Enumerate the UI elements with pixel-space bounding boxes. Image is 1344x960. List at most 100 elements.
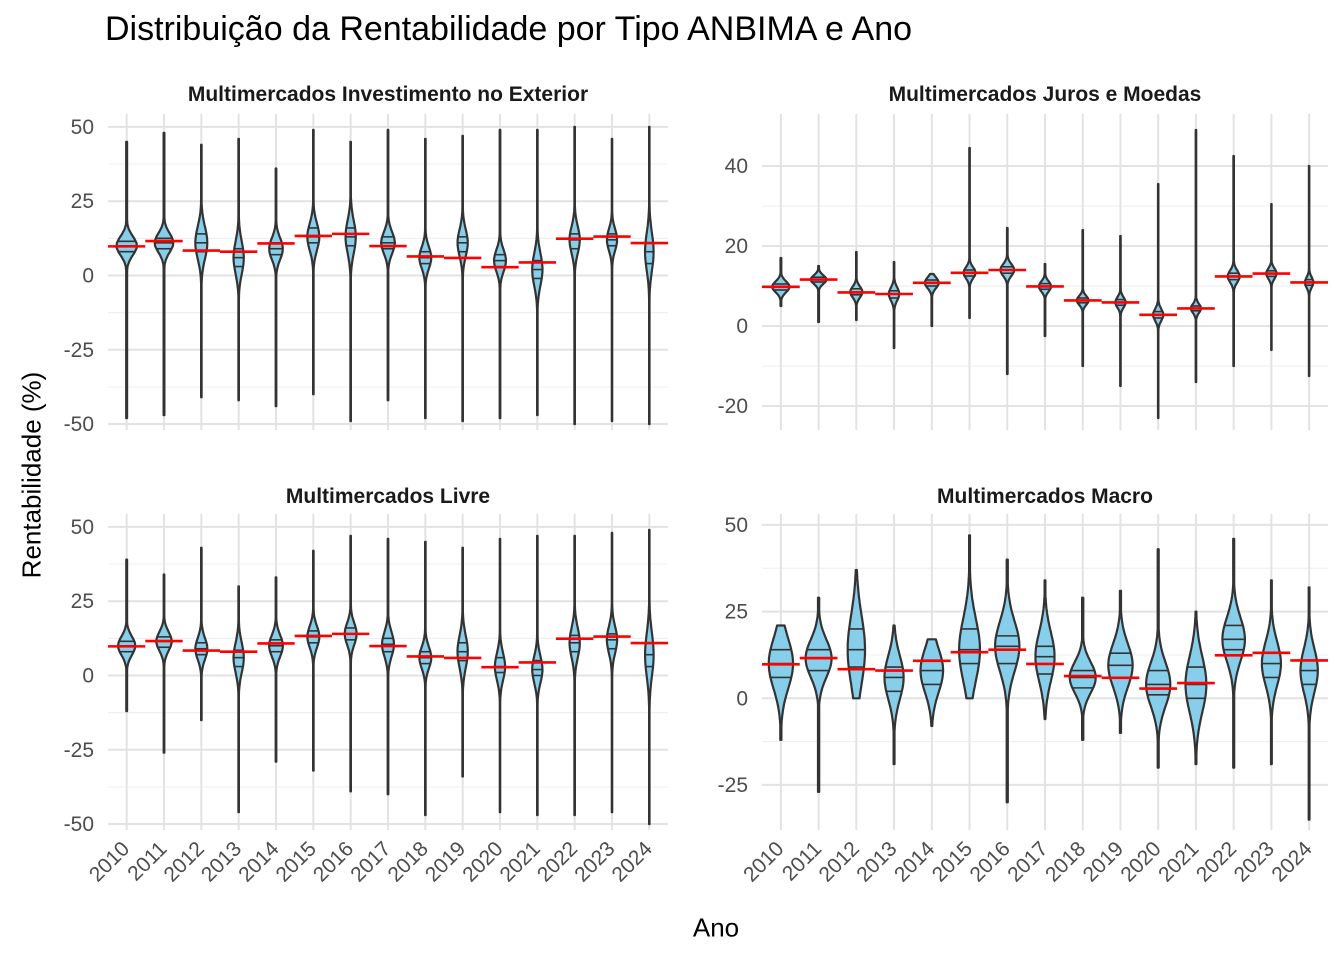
violin-2014 bbox=[923, 272, 940, 328]
y-tick-label: 25 bbox=[71, 590, 94, 613]
y-tick-label: -25 bbox=[718, 774, 748, 797]
x-tick-label: 2016 bbox=[309, 837, 358, 886]
violin-2015 bbox=[958, 534, 981, 700]
violin-2012 bbox=[194, 546, 209, 722]
violin-2010 bbox=[115, 140, 138, 420]
x-tick-label: 2017 bbox=[1003, 837, 1052, 886]
panel-3: Multimercados Livre-50-25025502010201120… bbox=[64, 485, 668, 887]
y-tick-label: 20 bbox=[725, 235, 748, 258]
violin-2022 bbox=[1226, 154, 1241, 368]
violin-2010 bbox=[767, 624, 795, 741]
violin-2019 bbox=[1107, 589, 1134, 734]
y-tick-label: 25 bbox=[725, 601, 748, 624]
x-tick-label: 2015 bbox=[928, 837, 977, 886]
violin-2021 bbox=[1190, 128, 1202, 384]
violin-2023 bbox=[605, 531, 619, 814]
violin-2014 bbox=[268, 576, 284, 763]
violin-2012 bbox=[194, 143, 209, 399]
violin-2018 bbox=[418, 137, 433, 420]
violin-2016 bbox=[999, 226, 1016, 376]
panel-title: Multimercados Investimento no Exterior bbox=[188, 83, 588, 106]
violin-2018 bbox=[1068, 596, 1097, 741]
violin-2021 bbox=[1184, 610, 1208, 766]
violin-2012 bbox=[846, 568, 867, 700]
violin-2016 bbox=[344, 140, 357, 423]
panel-2: Multimercados Juros e Moedas -20 0 20 40 bbox=[718, 83, 1328, 430]
violin-2010 bbox=[771, 256, 791, 308]
violin-2022 bbox=[1221, 537, 1246, 769]
y-tick-label: 40 bbox=[725, 155, 748, 178]
x-tick-label: 2013 bbox=[852, 837, 901, 886]
x-tick-label: 2012 bbox=[160, 837, 209, 886]
x-tick-label: 2020 bbox=[458, 837, 507, 886]
violin-2013 bbox=[883, 624, 905, 766]
y-tick-label: -25 bbox=[64, 739, 94, 762]
x-tick-label: 2013 bbox=[197, 837, 246, 886]
y-tick-label: -20 bbox=[718, 395, 748, 418]
violin-2018 bbox=[418, 540, 433, 817]
violin-2013 bbox=[232, 137, 245, 402]
panel-title: Multimercados Macro bbox=[937, 485, 1153, 508]
violin-2012 bbox=[849, 250, 864, 322]
violin-2011 bbox=[804, 596, 833, 793]
violin-2024 bbox=[644, 528, 655, 826]
y-tick-label: -25 bbox=[64, 339, 94, 362]
violin-2019 bbox=[456, 134, 469, 423]
violin-2015 bbox=[962, 146, 977, 320]
violin-2013 bbox=[232, 585, 245, 814]
x-tick-label: 2021 bbox=[496, 837, 545, 886]
violin-2013 bbox=[887, 260, 901, 350]
y-tick-label: 0 bbox=[736, 687, 748, 710]
x-tick-label: 2021 bbox=[1154, 837, 1203, 886]
violin-2011 bbox=[155, 573, 173, 754]
violin-2014 bbox=[268, 167, 284, 408]
y-tick-label: 50 bbox=[71, 116, 94, 139]
y-tick-label: -50 bbox=[64, 813, 94, 836]
violin-2015 bbox=[306, 549, 321, 772]
y-tick-label: 0 bbox=[736, 315, 748, 338]
x-tick-label: 2020 bbox=[1116, 837, 1165, 886]
x-tick-label: 2024 bbox=[1267, 837, 1317, 887]
x-tick-label: 2017 bbox=[346, 837, 395, 886]
x-tick-label: 2022 bbox=[533, 837, 582, 886]
violin-2014 bbox=[919, 638, 945, 728]
violin-2016 bbox=[343, 534, 358, 793]
violin-2020 bbox=[1152, 182, 1165, 420]
x-axis-label: Ano bbox=[692, 912, 740, 943]
violin-2010 bbox=[117, 558, 137, 713]
x-tick-label: 2019 bbox=[1079, 837, 1128, 886]
violin-2020 bbox=[492, 128, 508, 420]
panel-title: Multimercados Livre bbox=[286, 485, 490, 508]
y-tick-label: -50 bbox=[64, 413, 94, 436]
x-tick-label: 2012 bbox=[815, 837, 864, 886]
violin-2022 bbox=[568, 125, 581, 426]
y-tick-label: 0 bbox=[82, 664, 94, 687]
violin-2021 bbox=[531, 128, 544, 417]
violin-2020 bbox=[1145, 548, 1172, 769]
violin-2011 bbox=[809, 264, 828, 324]
violin-2011 bbox=[153, 131, 175, 417]
violin-2024 bbox=[1299, 586, 1319, 821]
y-tick-label: 50 bbox=[71, 516, 94, 539]
x-tick-label: 2018 bbox=[1041, 837, 1090, 886]
chart-title: Distribuição da Rentabilidade por Tipo A… bbox=[105, 10, 913, 48]
x-tick-label: 2010 bbox=[85, 837, 134, 886]
x-tick-label: 2014 bbox=[890, 837, 940, 887]
violin-2023 bbox=[1260, 579, 1282, 766]
x-tick-label: 2015 bbox=[272, 837, 321, 886]
panel-title: Multimercados Juros e Moedas bbox=[889, 83, 1202, 106]
violin-2017 bbox=[1034, 579, 1056, 721]
violin-2020 bbox=[493, 537, 507, 814]
y-tick-label: 0 bbox=[82, 264, 94, 287]
violin-2022 bbox=[568, 534, 581, 817]
x-tick-label: 2018 bbox=[384, 837, 433, 886]
violin-2017 bbox=[380, 537, 396, 796]
x-tick-label: 2023 bbox=[570, 837, 619, 886]
panel-1: Multimercados Investimento no Exterior -5… bbox=[64, 83, 668, 436]
violin-2019 bbox=[456, 546, 469, 778]
panel-4: Multimercados Macro-25025502010201120122… bbox=[718, 485, 1328, 887]
x-tick-label: 2014 bbox=[234, 837, 284, 887]
violin-2024 bbox=[643, 125, 655, 426]
violin-2023 bbox=[605, 137, 619, 423]
